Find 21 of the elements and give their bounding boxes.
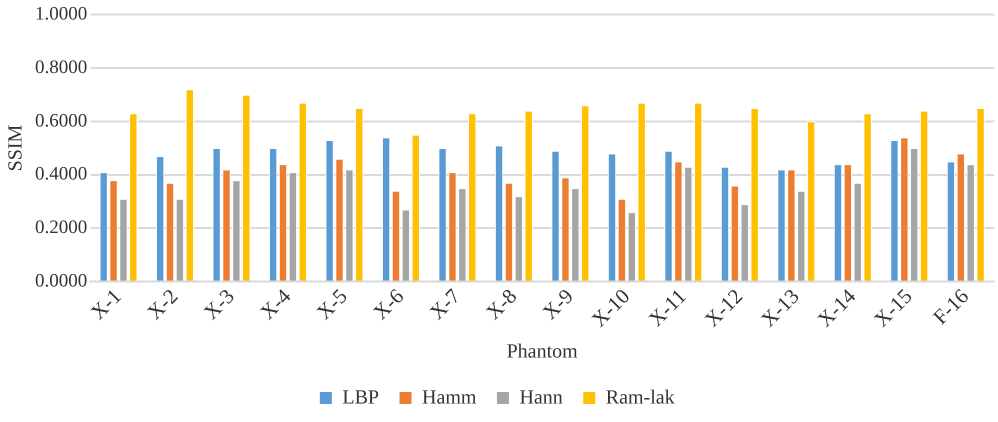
legend-label: Hann (519, 386, 563, 408)
x-tick-label: X-1 (86, 284, 126, 324)
x-axis-title: Phantom (506, 340, 578, 362)
y-tick-label: 0.8000 (35, 56, 88, 78)
legend-label: Hamm (422, 386, 477, 408)
y-tick-label: 0.6000 (35, 110, 88, 132)
x-tick-label: X-3 (198, 284, 239, 324)
x-tick-label: X-4 (255, 284, 296, 324)
x-tick-label: X-5 (312, 284, 352, 324)
x-tick-label: X-9 (538, 284, 578, 324)
legend-label: LBP (342, 386, 380, 408)
y-tick-label: 0.4000 (35, 164, 88, 185)
y-tick-label: 0.2000 (35, 217, 88, 238)
y-tick-label: 0.0000 (35, 270, 88, 292)
y-tick-label: 1.0000 (35, 3, 88, 24)
x-tick-label: X-8 (481, 284, 522, 324)
x-tick-label: X-2 (142, 284, 182, 324)
legend-label: Ram-lak (606, 386, 675, 408)
y-axis-title: SSIM (4, 124, 26, 172)
x-tick-label: X-7 (424, 284, 465, 324)
x-tick-label: X-6 (368, 284, 408, 324)
